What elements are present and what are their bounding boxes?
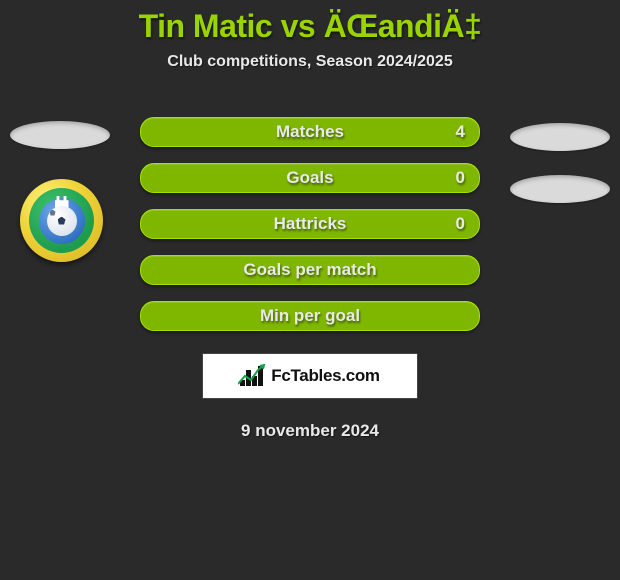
stat-row: Matches4: [0, 109, 620, 155]
stat-bar: Hattricks0: [140, 209, 480, 239]
stat-label: Goals: [141, 168, 479, 188]
stat-row: Goals0: [0, 155, 620, 201]
stat-row: Goals per match: [0, 247, 620, 293]
stat-row: Hattricks0: [0, 201, 620, 247]
stat-value: 4: [456, 122, 465, 142]
comparison-subtitle: Club competitions, Season 2024/2025: [0, 53, 620, 71]
stat-bar: Goals per match: [140, 255, 480, 285]
stat-label: Goals per match: [141, 260, 479, 280]
stat-value: 0: [456, 214, 465, 234]
fctables-trend-line-icon: [238, 364, 266, 386]
comparison-title: Tin Matic vs ÄŒandiÄ‡: [0, 0, 620, 45]
fctables-chart-icon: [240, 366, 264, 386]
stat-label: Min per goal: [141, 306, 479, 326]
stat-bar: Matches4: [140, 117, 480, 147]
stat-bar: Goals0: [140, 163, 480, 193]
fctables-logo-panel: FcTables.com: [202, 353, 418, 399]
stats-area: Matches4Goals0Hattricks0Goals per matchM…: [0, 109, 620, 339]
stat-label: Hattricks: [141, 214, 479, 234]
stat-bar: Min per goal: [140, 301, 480, 331]
stat-value: 0: [456, 168, 465, 188]
fctables-logo-text: FcTables.com: [271, 366, 380, 386]
stat-label: Matches: [141, 122, 479, 142]
footer-date: 9 november 2024: [0, 421, 620, 441]
stat-row: Min per goal: [0, 293, 620, 339]
